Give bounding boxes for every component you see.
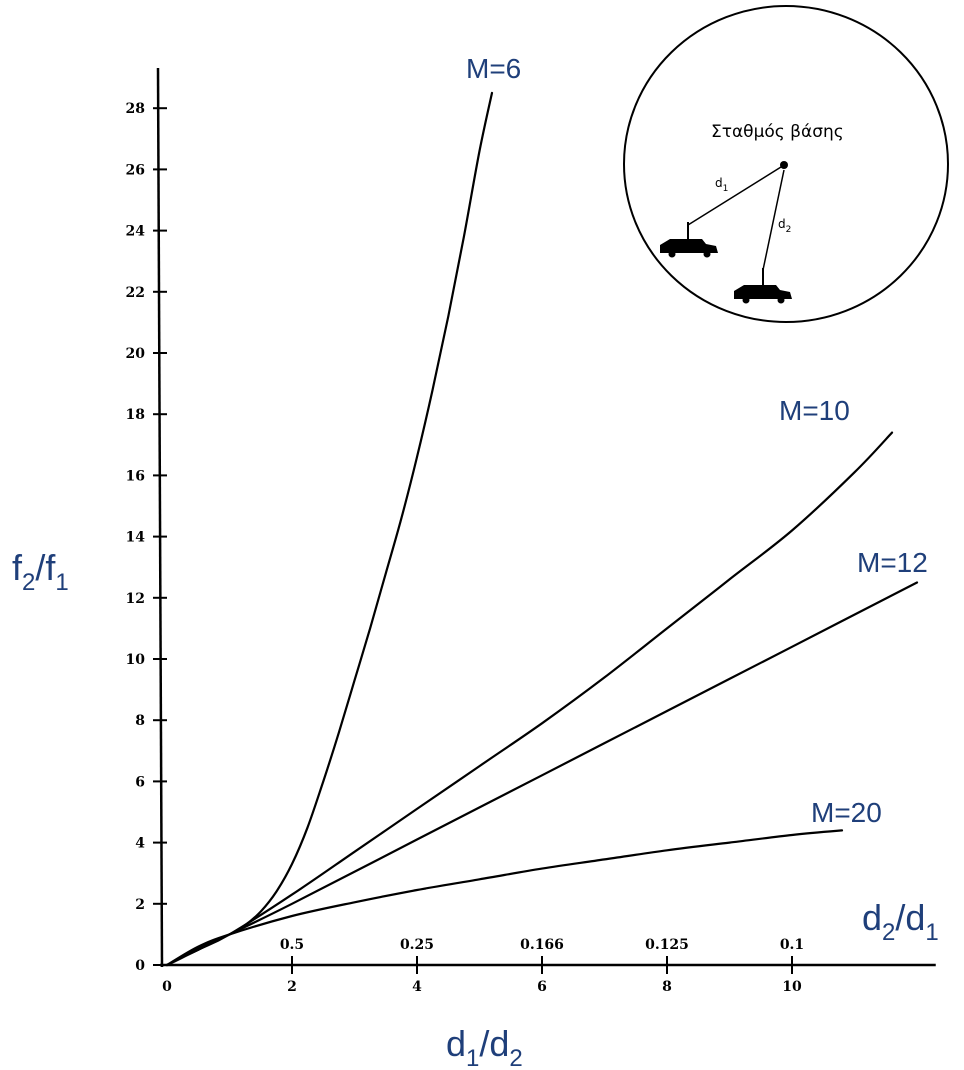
- y-tick-label: 26: [126, 162, 145, 178]
- y-tick-label: 22: [126, 285, 145, 301]
- x-tick-label: 2: [287, 979, 297, 995]
- y-axis-title: f2/f1: [12, 547, 69, 596]
- y-tick-label: 0: [135, 958, 145, 974]
- x2-tick-label: 0.166: [520, 937, 564, 953]
- d1-label: d1: [715, 176, 728, 194]
- x-axis-title: d1/d2: [446, 1023, 523, 1070]
- series-line-m12: [165, 581, 919, 967]
- series-line-m6: [165, 91, 494, 967]
- x2-tick-label: 0.125: [645, 937, 689, 953]
- series-label-m6: M=6: [466, 53, 521, 84]
- x-tick-label: 4: [412, 979, 422, 995]
- secondary-x-axis-title: d2/d1: [862, 897, 939, 946]
- y-tick-label: 10: [126, 652, 146, 668]
- link-d1: [687, 166, 782, 226]
- series-line-m10: [165, 431, 894, 967]
- x-tick-label: 10: [782, 979, 802, 995]
- y-tick-label: 6: [135, 774, 145, 790]
- y-tick-label: 14: [126, 530, 146, 546]
- link-d2: [762, 169, 785, 271]
- x-tick-label: 6: [537, 979, 547, 995]
- car-icon: [660, 222, 718, 258]
- y-tick-label: 20: [126, 346, 146, 362]
- y-tick-label: 8: [135, 713, 145, 729]
- d2-label: d2: [778, 217, 791, 235]
- y-tick-label: 28: [126, 101, 145, 117]
- series-label-m12: M=12: [857, 547, 928, 578]
- y-tick-label: 18: [126, 407, 145, 423]
- x2-tick-label: 0.25: [400, 937, 434, 953]
- series-label-m20: M=20: [811, 797, 882, 828]
- y-tick-label: 24: [126, 224, 146, 240]
- car-icon: [734, 268, 792, 304]
- x2-tick-label: 0.5: [280, 937, 304, 953]
- series-group: [165, 91, 919, 967]
- axes: [156, 67, 936, 968]
- base-station-icon: [780, 161, 788, 169]
- series-line-m20: [165, 829, 844, 967]
- y-tick-label: 2: [135, 897, 145, 913]
- x2-tick-label: 0.1: [780, 937, 804, 953]
- y-tick-label: 4: [135, 836, 145, 852]
- series-label-m10: M=10: [779, 395, 850, 426]
- base-station-label: Σταθμός βάσης: [711, 122, 844, 142]
- y-tick-label: 16: [126, 468, 145, 484]
- x-tick-label: 8: [662, 979, 672, 995]
- y-tick-label: 12: [126, 591, 145, 607]
- coverage-circle: [623, 5, 949, 323]
- inset-diagram: Σταθμός βάσης d1 d2: [623, 5, 949, 323]
- x-tick-label: 0: [162, 979, 172, 995]
- y-axis-line: [156, 67, 164, 968]
